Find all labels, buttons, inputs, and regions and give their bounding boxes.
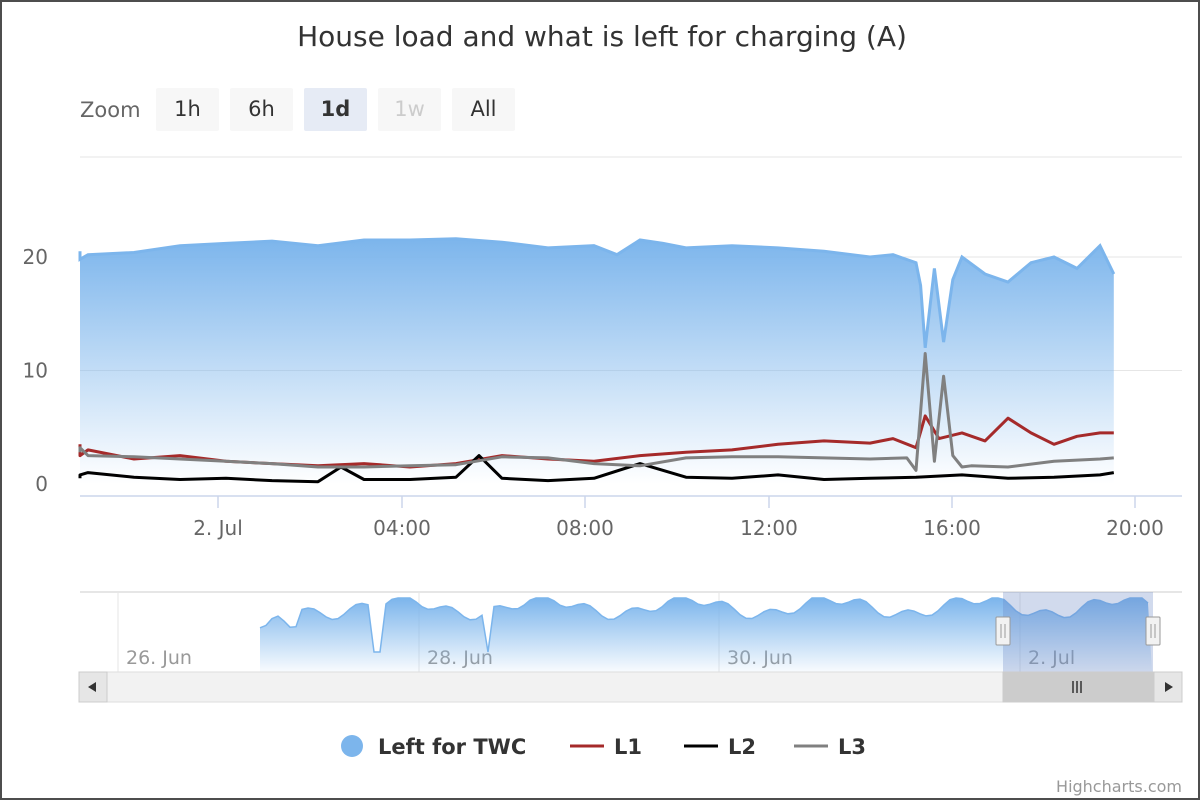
arrow-left-icon <box>88 682 96 692</box>
navigator-tick-label: 26. Jun <box>126 647 192 669</box>
legend-symbol-circle <box>341 735 363 757</box>
x-tick-label: 08:00 <box>556 516 614 540</box>
series-area-fill <box>80 238 1114 484</box>
zoom-button-bg <box>378 88 441 131</box>
zoom-button-1w: 1w <box>378 88 441 131</box>
zoom-button-bg <box>230 88 293 131</box>
scrollbar-track[interactable] <box>78 671 1183 703</box>
zoom-button-bg <box>156 88 219 131</box>
y-tick-label: 20 <box>23 245 48 269</box>
zoom-button-All[interactable]: All <box>452 88 515 131</box>
series-line-left-for-twc[interactable] <box>78 237 1116 348</box>
series-line-l3[interactable] <box>78 352 1114 472</box>
y-tick-label: 0 <box>35 472 48 496</box>
zoom-button-label: All <box>470 97 496 121</box>
navigator-series-fill <box>260 598 1152 672</box>
zoom-button-6h[interactable]: 6h <box>230 88 293 131</box>
navigator-selected-range[interactable] <box>1003 592 1153 672</box>
legend-label: Left for TWC <box>378 735 526 759</box>
series-line-l2[interactable] <box>78 454 1115 484</box>
legend-item-l1[interactable]: L1 <box>570 735 642 759</box>
zoom-button-bg <box>452 88 515 131</box>
legend-item-left-for-twc[interactable]: Left for TWC <box>341 735 526 759</box>
zoom-button-1d[interactable]: 1d <box>304 88 367 131</box>
legend-item-l2[interactable]: L2 <box>684 735 756 759</box>
navigator-handle[interactable] <box>995 616 1011 646</box>
navigator-handle-body <box>995 616 1011 646</box>
y-tick-label: 10 <box>23 359 48 383</box>
navigator-scrollbar[interactable] <box>78 671 1183 703</box>
scrollbar-thumb[interactable] <box>1002 671 1154 703</box>
x-tick-label: 16:00 <box>923 516 981 540</box>
zoom-button-label: 1h <box>174 97 201 121</box>
legend-label: L2 <box>728 735 756 759</box>
legend-label: L3 <box>838 735 866 759</box>
zoom-button-label: 1d <box>321 97 351 121</box>
legend-label: L1 <box>614 735 642 759</box>
x-tick-label: 12:00 <box>740 516 798 540</box>
x-tick-label: 20:00 <box>1106 516 1164 540</box>
zoom-label: Zoom <box>80 98 141 122</box>
arrow-right-icon <box>1165 682 1173 692</box>
navigator-handle[interactable] <box>1145 616 1161 646</box>
chart-title: House load and what is left for charging… <box>297 20 907 53</box>
zoom-button-1h[interactable]: 1h <box>156 88 219 131</box>
credits[interactable]: Highcharts.com <box>1056 777 1182 796</box>
x-tick-label: 04:00 <box>373 516 431 540</box>
navigator-handle-body <box>1145 616 1161 646</box>
zoom-button-label: 1w <box>394 97 425 121</box>
legend-item-l3[interactable]: L3 <box>794 735 866 759</box>
zoom-button-label: 6h <box>248 97 275 121</box>
navigator-series-line <box>259 597 1149 653</box>
zoom-button-bg <box>304 88 367 131</box>
x-tick-label: 2. Jul <box>193 516 243 540</box>
